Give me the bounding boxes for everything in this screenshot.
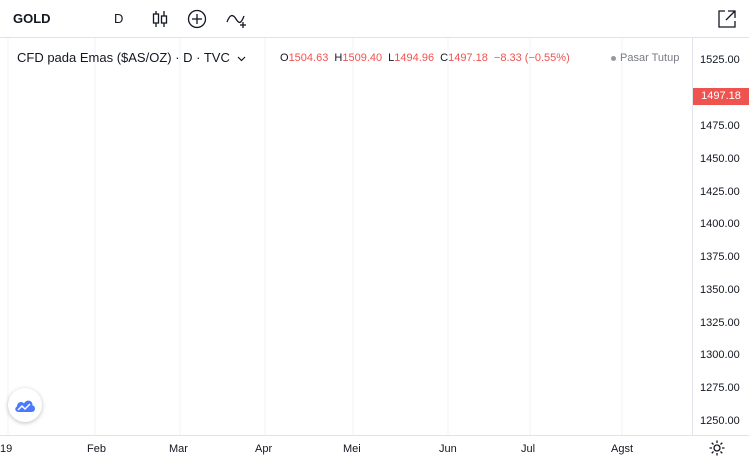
tradingview-logo-button[interactable]: [8, 388, 42, 422]
high-value: 1509.40: [342, 52, 383, 64]
price-axis-label: 1250.00: [700, 415, 740, 427]
chevron-down-icon[interactable]: [237, 50, 246, 65]
price-axis-label: 1275.00: [700, 382, 740, 394]
price-axis-label: 1475.00: [700, 120, 740, 132]
chart-toolbar: GOLD D: [0, 0, 749, 38]
price-axis-label: 1400.00: [700, 218, 740, 230]
last-price-tag: 1497.18: [693, 88, 749, 105]
price-axis-label: 1450.00: [700, 153, 740, 165]
close-label: C: [440, 52, 449, 64]
price-axis-label: 1425.00: [700, 186, 740, 198]
candles-icon[interactable]: [149, 8, 171, 30]
change-value: −8.33 (−0.55%): [493, 52, 570, 64]
price-axis-label: 1350.00: [700, 284, 740, 296]
price-axis-label: 1300.00: [700, 349, 740, 361]
compare-icon[interactable]: [225, 8, 247, 30]
price-axis-label: 1525.00: [700, 54, 740, 66]
settings-gear-icon[interactable]: [708, 439, 726, 457]
cloud-logo-icon: [15, 400, 36, 412]
interval-selector[interactable]: D: [114, 11, 124, 26]
fullscreen-icon[interactable]: [716, 8, 738, 30]
price-axis-label: 1325.00: [700, 317, 740, 329]
low-label: L: [388, 52, 395, 64]
legend-title: CFD pada Emas ($AS/OZ) · D · TVC: [17, 50, 230, 65]
time-axis-label: Jun: [439, 443, 457, 455]
time-axis-label: Mar: [169, 443, 188, 455]
price-chart[interactable]: [0, 38, 692, 435]
time-axis-label: Mei: [343, 443, 361, 455]
time-axis-label: Jul: [521, 443, 536, 455]
close-value: 1497.18: [448, 52, 488, 64]
series-legend[interactable]: CFD pada Emas ($AS/OZ) · D · TVC: [17, 50, 246, 65]
price-axis-divider: [692, 38, 693, 435]
market-status-label: Pasar Tutup: [620, 52, 680, 64]
add-indicator-icon[interactable]: [186, 8, 208, 30]
low-value: 1494.96: [394, 52, 435, 64]
price-axis-label: 1375.00: [700, 251, 740, 263]
time-axis-label: Agst: [611, 443, 634, 455]
status-dot-icon: [611, 55, 616, 61]
high-label: H: [334, 52, 343, 64]
ohlc-values: O1504.63 H1509.40 L1494.96 C1497.18 −8.3…: [280, 52, 573, 64]
time-axis-label: Apr: [255, 443, 273, 455]
open-label: O: [280, 52, 289, 64]
symbol-search[interactable]: GOLD: [13, 11, 51, 26]
open-value: 1504.63: [288, 52, 329, 64]
time-axis-label: Feb: [87, 443, 106, 455]
time-axis-divider: [0, 435, 749, 436]
market-status: Pasar Tutup: [611, 52, 679, 64]
time-axis-label: 19: [0, 443, 13, 455]
